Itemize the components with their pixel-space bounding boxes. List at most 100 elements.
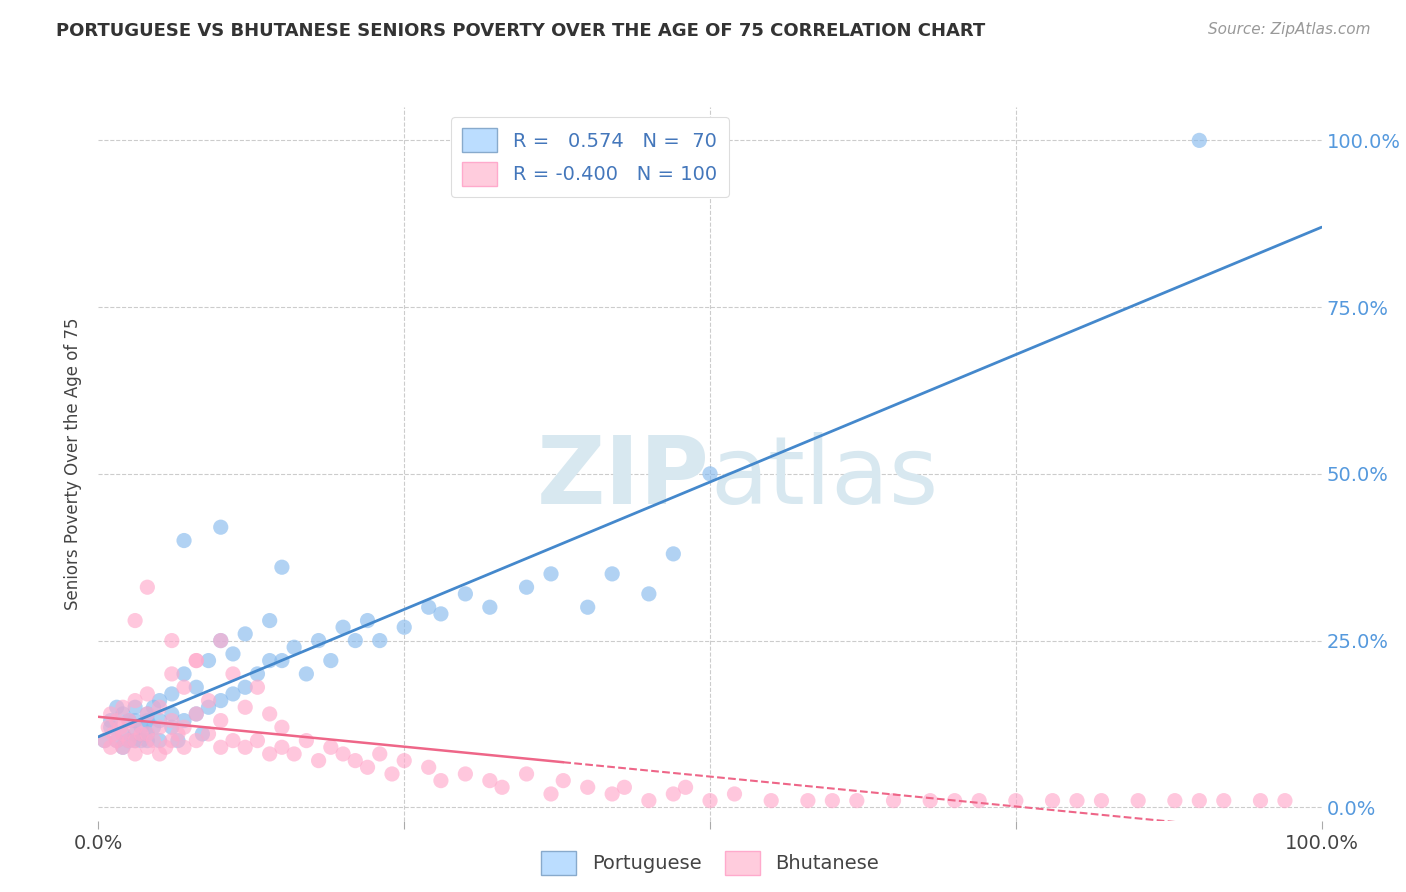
- Point: [308, 754, 330, 768]
- Point: [142, 733, 165, 747]
- Point: [270, 720, 294, 734]
- Point: [173, 720, 195, 734]
- Point: [111, 706, 134, 721]
- Point: [233, 680, 256, 694]
- Point: [600, 566, 623, 581]
- Point: [1090, 794, 1112, 808]
- Point: [675, 780, 697, 795]
- Point: [197, 693, 219, 707]
- Point: [197, 727, 219, 741]
- Point: [1249, 794, 1271, 808]
- Point: [160, 706, 183, 721]
- Text: ZIP: ZIP: [537, 432, 710, 524]
- Point: [136, 687, 159, 701]
- Text: PORTUGUESE VS BHUTANESE SENIORS POVERTY OVER THE AGE OF 75 CORRELATION CHART: PORTUGUESE VS BHUTANESE SENIORS POVERTY …: [56, 22, 986, 40]
- Point: [136, 727, 159, 741]
- Point: [295, 667, 318, 681]
- Point: [93, 733, 115, 747]
- Point: [392, 754, 416, 768]
- Point: [186, 654, 208, 668]
- Point: [553, 773, 575, 788]
- Point: [149, 733, 172, 747]
- Point: [283, 747, 305, 761]
- Point: [142, 720, 165, 734]
- Point: [246, 680, 269, 694]
- Point: [883, 794, 905, 808]
- Point: [515, 580, 537, 594]
- Point: [118, 714, 141, 728]
- Point: [111, 700, 134, 714]
- Point: [105, 714, 128, 728]
- Point: [259, 747, 281, 761]
- Y-axis label: Seniors Poverty Over the Age of 75: Seniors Poverty Over the Age of 75: [65, 318, 83, 610]
- Point: [136, 740, 159, 755]
- Point: [332, 747, 354, 761]
- Point: [1042, 794, 1064, 808]
- Point: [576, 600, 599, 615]
- Point: [149, 693, 172, 707]
- Point: [129, 720, 152, 734]
- Point: [356, 760, 378, 774]
- Point: [155, 740, 177, 755]
- Point: [105, 733, 128, 747]
- Point: [356, 614, 378, 628]
- Point: [344, 754, 367, 768]
- Point: [270, 560, 294, 574]
- Point: [943, 794, 966, 808]
- Point: [209, 633, 232, 648]
- Point: [1164, 794, 1187, 808]
- Point: [246, 667, 269, 681]
- Point: [1212, 794, 1234, 808]
- Point: [100, 740, 122, 755]
- Point: [149, 714, 172, 728]
- Point: [515, 767, 537, 781]
- Point: [186, 680, 208, 694]
- Point: [1066, 794, 1088, 808]
- Point: [344, 633, 367, 648]
- Point: [105, 733, 128, 747]
- Text: Source: ZipAtlas.com: Source: ZipAtlas.com: [1208, 22, 1371, 37]
- Point: [100, 706, 122, 721]
- Legend: Portuguese, Bhutanese: Portuguese, Bhutanese: [533, 843, 887, 882]
- Point: [136, 706, 159, 721]
- Point: [111, 740, 134, 755]
- Point: [259, 706, 281, 721]
- Point: [454, 587, 477, 601]
- Point: [418, 760, 440, 774]
- Point: [111, 727, 134, 741]
- Point: [100, 714, 122, 728]
- Point: [101, 727, 124, 741]
- Point: [638, 794, 661, 808]
- Point: [160, 687, 183, 701]
- Point: [197, 654, 219, 668]
- Point: [191, 727, 214, 741]
- Point: [222, 647, 245, 661]
- Point: [167, 733, 190, 747]
- Point: [209, 714, 232, 728]
- Point: [797, 794, 820, 808]
- Point: [160, 720, 183, 734]
- Point: [920, 794, 942, 808]
- Point: [662, 547, 685, 561]
- Point: [699, 467, 721, 481]
- Point: [173, 680, 195, 694]
- Point: [821, 794, 844, 808]
- Point: [118, 733, 141, 747]
- Point: [209, 740, 232, 755]
- Point: [118, 714, 141, 728]
- Point: [136, 580, 159, 594]
- Point: [761, 794, 783, 808]
- Point: [319, 740, 342, 755]
- Point: [124, 733, 146, 747]
- Point: [186, 654, 208, 668]
- Point: [308, 633, 330, 648]
- Point: [124, 733, 146, 747]
- Point: [136, 733, 159, 747]
- Point: [209, 693, 232, 707]
- Point: [136, 727, 159, 741]
- Point: [124, 727, 146, 741]
- Point: [259, 654, 281, 668]
- Point: [124, 614, 146, 628]
- Point: [600, 787, 623, 801]
- Point: [111, 727, 134, 741]
